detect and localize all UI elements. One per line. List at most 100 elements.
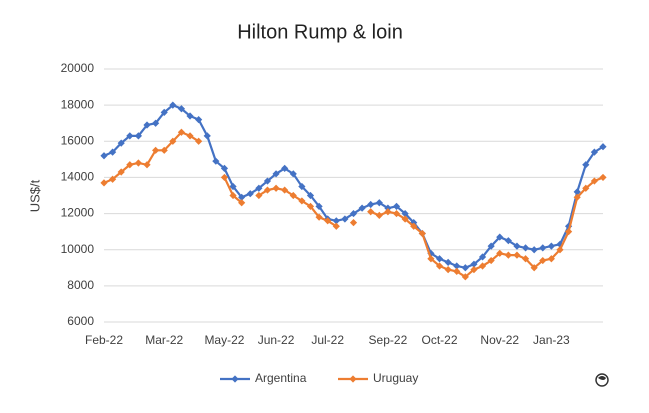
data-point: [435, 255, 444, 263]
data-point: [582, 184, 590, 192]
data-point: [358, 204, 366, 212]
data-point: [134, 159, 143, 167]
data-point: [418, 229, 426, 238]
data-point: [427, 255, 435, 263]
y-tick-label: 6000: [67, 314, 94, 328]
data-point: [117, 139, 125, 147]
data-point: [306, 191, 315, 200]
data-point: [298, 197, 306, 205]
y-tick-label: 14000: [61, 170, 95, 184]
data-point: [444, 258, 452, 266]
data-point: [332, 217, 340, 225]
data-point: [332, 222, 340, 230]
data-point: [547, 242, 555, 250]
x-tick-label: Jan-23: [533, 333, 570, 347]
data-point: [324, 217, 332, 225]
data-point: [238, 199, 246, 207]
data-point: [315, 213, 323, 221]
data-point: [384, 208, 392, 216]
data-point: [556, 246, 564, 254]
data-point: [169, 137, 177, 145]
data-point: [547, 255, 555, 263]
data-point: [444, 265, 452, 274]
data-point: [384, 204, 392, 212]
data-point: [530, 246, 538, 254]
data-point: [289, 191, 297, 200]
data-point: [453, 262, 461, 270]
data-point: [263, 186, 272, 194]
series-line: [103, 103, 604, 269]
data-point: [401, 215, 409, 223]
data-point: [461, 264, 469, 272]
data-point: [453, 267, 461, 275]
data-point: [281, 164, 289, 172]
data-point: [504, 237, 512, 245]
y-axis-label: US$/t: [27, 179, 42, 212]
data-point: [177, 105, 186, 113]
y-tick-label: 10000: [61, 242, 95, 256]
data-point: [152, 146, 160, 154]
data-point: [582, 161, 590, 169]
data-point: [229, 191, 237, 200]
data-point: [573, 188, 581, 196]
data-point: [169, 101, 177, 109]
data-point: [487, 256, 495, 265]
data-point: [298, 182, 306, 191]
chart-title: Hilton Rump & loin: [237, 21, 403, 43]
legend-label: Argentina: [255, 371, 307, 385]
data-point: [160, 146, 168, 154]
data-point: [152, 119, 160, 127]
data-point: [513, 242, 521, 250]
data-point: [530, 264, 538, 272]
data-point: [392, 209, 401, 218]
data-point: [470, 260, 478, 268]
data-point: [212, 157, 220, 165]
data-point: [461, 273, 469, 281]
data-point: [134, 132, 143, 140]
data-point: [539, 256, 547, 265]
data-point: [470, 265, 478, 274]
data-point: [126, 161, 134, 169]
data-point: [117, 168, 125, 176]
data-point: [255, 184, 263, 192]
data-point: [255, 191, 263, 200]
data-point: [478, 262, 487, 270]
x-tick-label: Nov-22: [480, 333, 519, 347]
x-tick-label: Sep-22: [369, 333, 408, 347]
data-point: [109, 148, 117, 156]
x-tick-label: Oct-22: [422, 333, 458, 347]
data-point: [186, 112, 194, 120]
legend-label: Uruguay: [373, 371, 418, 385]
x-tick-label: Feb-22: [85, 333, 123, 347]
data-point: [195, 116, 203, 124]
data-point: [521, 255, 530, 263]
legend-marker: [231, 375, 239, 383]
data-point: [410, 219, 418, 227]
legend-marker: [349, 375, 357, 383]
data-point: [496, 249, 504, 257]
data-point: [289, 170, 297, 178]
data-point: [435, 262, 444, 270]
data-point: [281, 186, 289, 194]
data-point: [160, 108, 168, 116]
data-point: [349, 209, 358, 218]
data-point: [143, 121, 151, 129]
data-point: [410, 222, 418, 230]
y-tick-label: 12000: [61, 206, 95, 220]
x-tick-label: May-22: [204, 333, 244, 347]
data-point: [367, 200, 375, 209]
data-point: [564, 222, 573, 230]
data-point: [143, 161, 151, 169]
data-point: [306, 202, 315, 210]
data-point: [496, 233, 504, 241]
data-point: [246, 190, 254, 198]
data-point: [203, 132, 211, 140]
data-point: [487, 242, 495, 250]
data-point: [539, 244, 547, 252]
data-point: [109, 175, 117, 183]
logo: [595, 373, 609, 387]
y-tick-label: 18000: [61, 97, 95, 111]
data-point: [599, 143, 607, 151]
data-point: [186, 132, 194, 140]
